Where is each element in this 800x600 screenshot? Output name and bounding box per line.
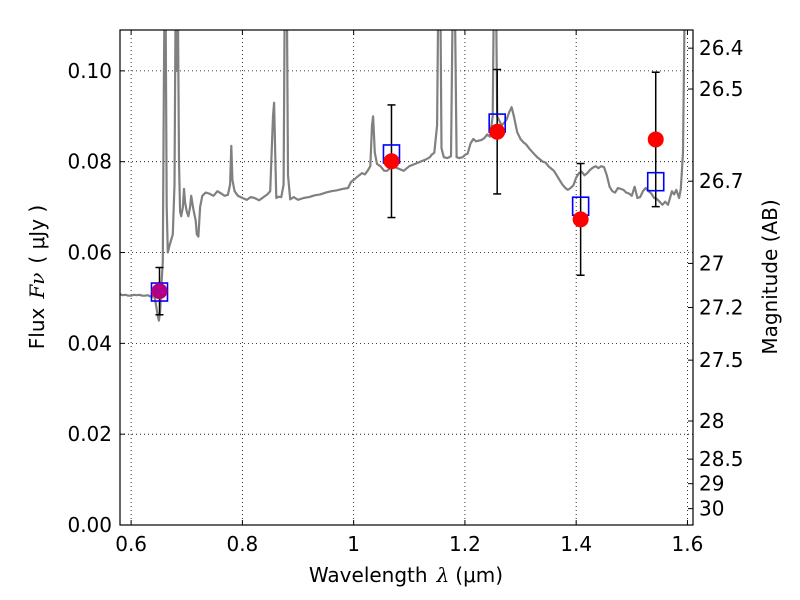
model-photometry-square <box>150 282 169 302</box>
model-photometry-square <box>646 171 665 192</box>
y2-tick-label: 26.4 <box>699 36 744 60</box>
y2-tick-label: 27.5 <box>699 348 744 372</box>
y-tick-label: 0.06 <box>67 241 112 265</box>
y2-tick-label: 30 <box>699 497 724 521</box>
x-tick-label: 1.4 <box>560 532 592 556</box>
y-axis-title: FluxFν( μJy ) <box>25 205 49 349</box>
plot-area <box>120 30 693 525</box>
axes-frame <box>119 29 694 526</box>
y-tick-label: 0.08 <box>67 150 112 174</box>
y-tick-label: 0.04 <box>67 331 112 355</box>
x-axis-title: Wavelength λ (μm) <box>309 563 503 587</box>
axis-ticks: 0.6 0.8 1 1.2 1.4 1.6 0.00 0.02 0.04 0.06 0.08 0.10… <box>67 30 744 556</box>
y2-tick-label: 26.5 <box>699 77 744 101</box>
observed-photometry-layer <box>151 123 664 300</box>
observed-photometry-point <box>647 131 664 148</box>
y2-tick-label: 28.5 <box>699 447 744 471</box>
y2-tick-label: 29 <box>699 472 724 496</box>
x-tick-label: 1.6 <box>672 532 704 556</box>
observed-photometry-point <box>383 153 400 170</box>
x-tick-label: 0.6 <box>115 532 147 556</box>
x-tick-label: 1.2 <box>449 532 481 556</box>
overlap-point <box>151 283 167 299</box>
observed-photometry-point <box>489 123 506 140</box>
x-tick-label: 0.8 <box>226 532 258 556</box>
y-tick-label: 0.02 <box>67 422 112 446</box>
y2-tick-label: 27 <box>699 251 724 275</box>
y2-tick-label: 27.2 <box>699 295 744 319</box>
y2-axis-title: Magnitude (AB) <box>758 199 782 354</box>
y2-tick-label: 28 <box>699 409 724 433</box>
grid-lines <box>120 30 693 526</box>
y-tick-label: 0.00 <box>67 513 112 537</box>
observed-photometry-point <box>572 211 589 228</box>
y2-tick-label: 26.7 <box>699 169 744 193</box>
y-tick-label: 0.10 <box>67 59 112 83</box>
x-tick-label: 1 <box>347 532 360 556</box>
